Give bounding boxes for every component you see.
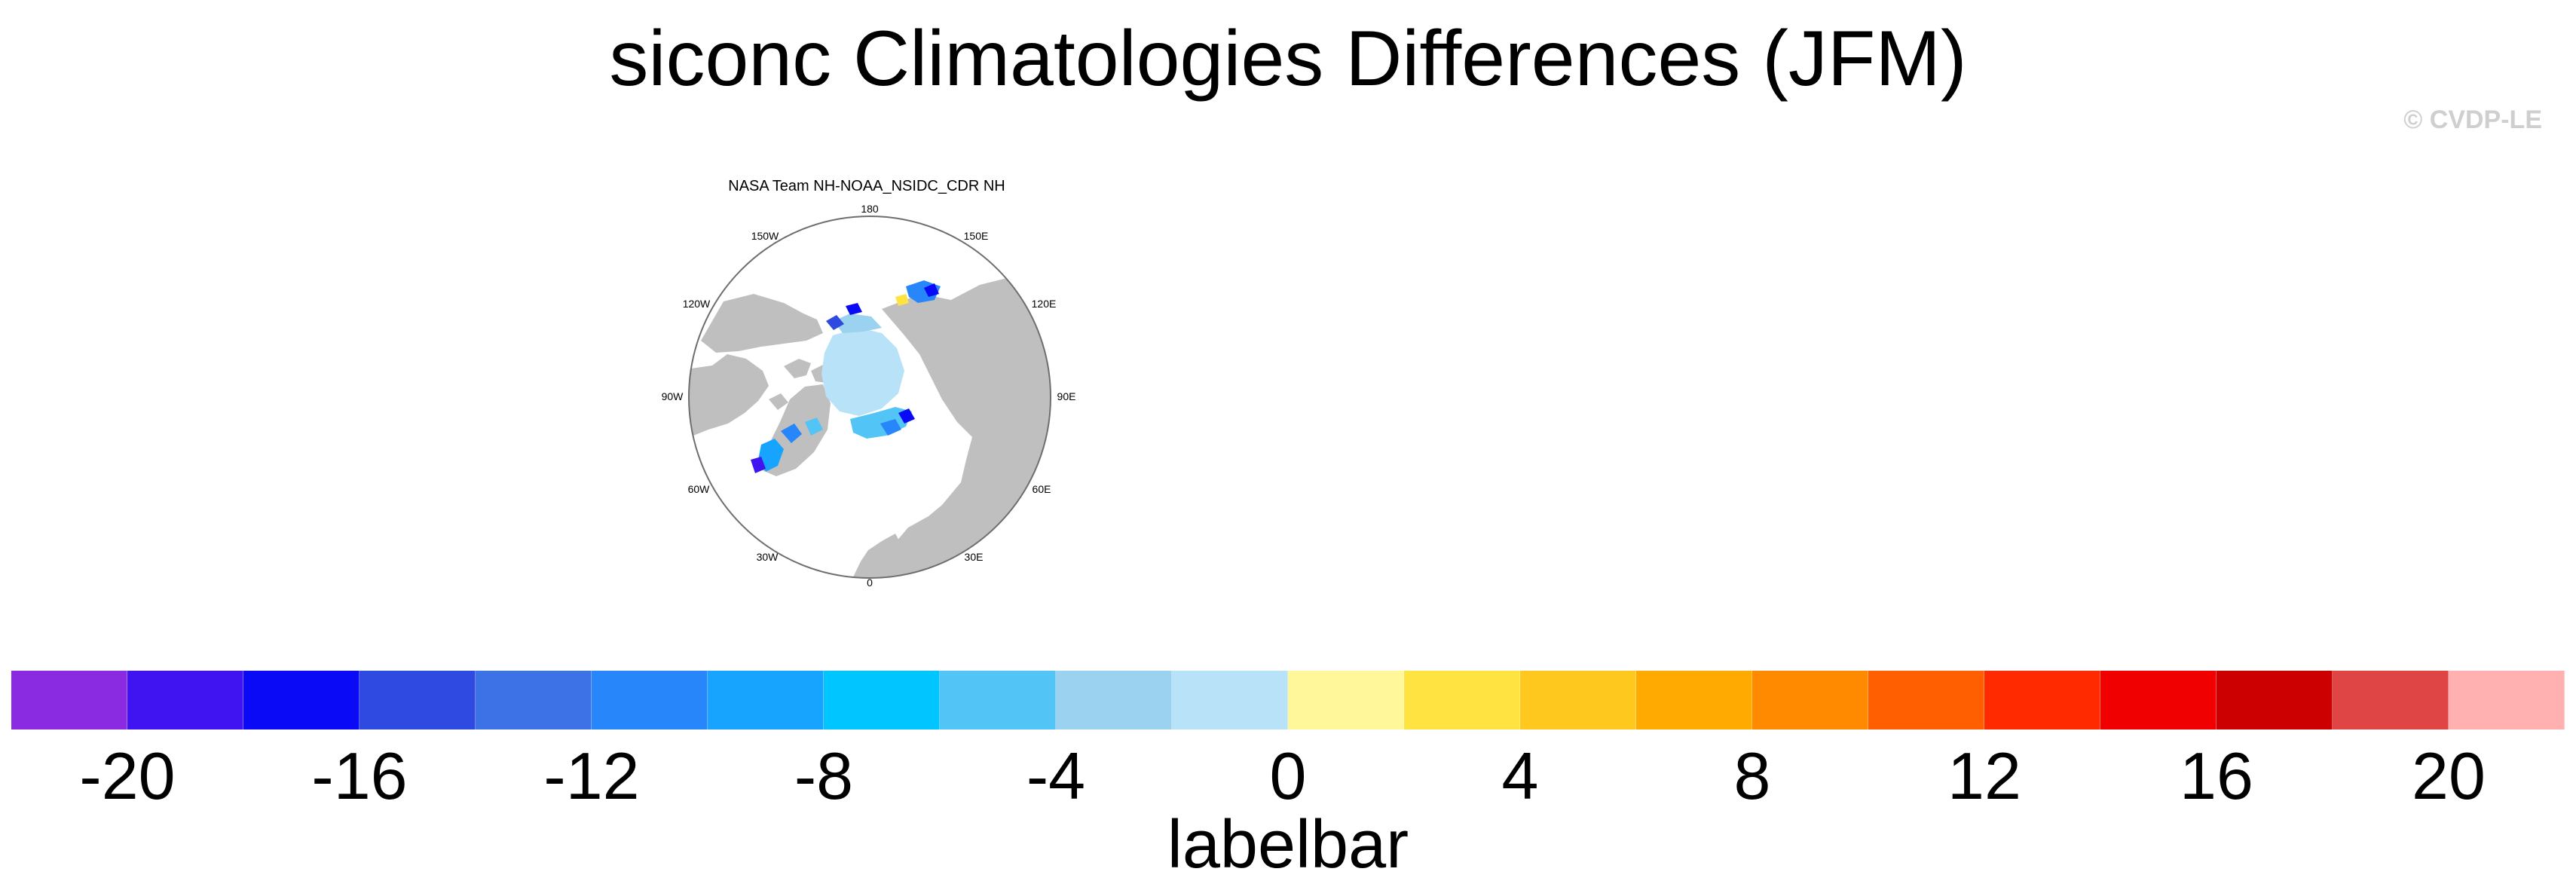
labelbar-box: [476, 671, 592, 729]
labelbar-tick-label: -8: [794, 739, 854, 813]
labelbar-box: [1752, 671, 1868, 729]
lon-label-120w: 120W: [683, 298, 711, 310]
ice-labrador: [758, 439, 784, 472]
lon-label-60e: 60E: [1033, 483, 1051, 495]
panel-title: NASA Team NH-NOAA_NSIDC_CDR NH: [728, 178, 1005, 194]
labelbar-tick-label: 12: [1947, 739, 2021, 813]
labelbar-box: [2333, 671, 2449, 729]
labelbar-box: [708, 671, 824, 729]
labelbar-box: [2217, 671, 2333, 729]
labelbar-box: [1056, 671, 1172, 729]
lon-label-0: 0: [867, 577, 873, 589]
labelbar-title: labelbar: [1167, 807, 1409, 882]
labelbar-tick-label: -4: [1026, 739, 1086, 813]
labelbar-tick-label: 4: [1501, 739, 1539, 813]
lon-label-30e: 30E: [965, 551, 984, 563]
land-alaska: [701, 294, 823, 353]
lon-label-180: 180: [861, 203, 879, 215]
land-archipelago: [769, 359, 834, 410]
labelbar-tick-label: -12: [543, 739, 640, 813]
labelbar-box: [2449, 671, 2565, 729]
labelbar-tick-label: 8: [1733, 739, 1771, 813]
labelbar-tick-label: 20: [2412, 739, 2486, 813]
credit-label: © CVDP-LE: [2403, 106, 2542, 134]
lon-label-30w: 30W: [757, 551, 779, 563]
labelbar-box: [592, 671, 708, 729]
labelbar-box: [2100, 671, 2217, 729]
lon-label-90w: 90W: [662, 390, 684, 402]
lon-label-120e: 120E: [1032, 298, 1057, 310]
labelbar-box: [1404, 671, 1520, 729]
ice-siberian-edge: [834, 313, 882, 333]
labelbar-box: [11, 671, 127, 729]
labelbar-tick-label: 0: [1269, 739, 1307, 813]
lon-label-60w: 60W: [688, 483, 711, 495]
polar-map: 180 150E 120E 90E 60E 30E 0 30W 60W 90W …: [662, 203, 1076, 589]
labelbar-box: [1172, 671, 1288, 729]
lon-label-150w: 150W: [751, 230, 779, 242]
land-north-america: [689, 354, 769, 445]
labelbar-box: [1288, 671, 1404, 729]
labelbar-tick-label: -20: [79, 739, 176, 813]
labelbar-box: [1636, 671, 1752, 729]
lon-label-90e: 90E: [1057, 390, 1076, 402]
lon-label-150e: 150E: [964, 230, 989, 242]
labelbar-box: [127, 671, 243, 729]
labelbar-box: [1984, 671, 2100, 729]
ice-central-arctic: [821, 328, 904, 416]
labelbar-box: [359, 671, 476, 729]
labelbar: [11, 671, 2565, 729]
labelbar-box: [940, 671, 1056, 729]
figure-title: siconc Climatologies Differences (JFM): [609, 15, 1967, 102]
labelbar-box: [824, 671, 940, 729]
labelbar-box: [1520, 671, 1636, 729]
land-europe: [849, 534, 924, 578]
labelbar-tick-label: -16: [311, 739, 408, 813]
labelbar-box: [1868, 671, 1984, 729]
map-panel: NASA Team NH-NOAA_NSIDC_CDR NH: [656, 173, 1078, 603]
labelbar-box: [243, 671, 359, 729]
labelbar-tick-label: 16: [2180, 739, 2253, 813]
